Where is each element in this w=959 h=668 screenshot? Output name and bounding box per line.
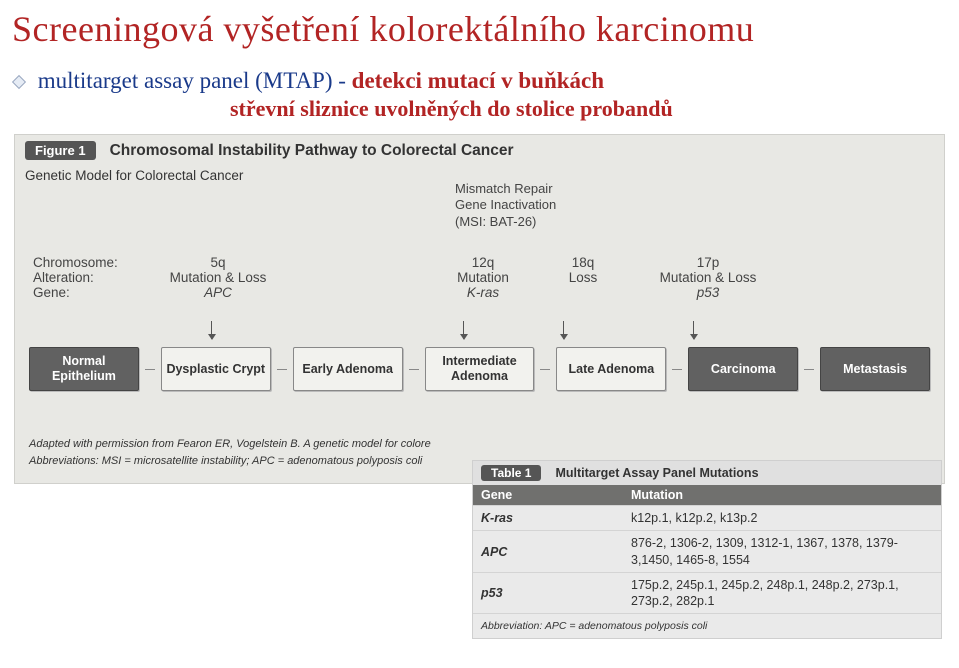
chrom-0: 5q <box>143 255 293 270</box>
gene-0: APC <box>143 285 293 300</box>
stage-5: Carcinoma <box>688 347 798 391</box>
connector-icon <box>277 369 287 370</box>
subtitle-detail: detekci mutací v buňkách <box>352 68 604 93</box>
bullet-icon <box>12 75 26 89</box>
connector-icon <box>804 369 814 370</box>
chrom-label: Chromosome: <box>33 255 143 270</box>
chrom-3: 17p <box>633 255 783 270</box>
col-mutation: Mutation <box>631 488 933 502</box>
table-tag: Table 1 <box>481 465 541 481</box>
subtitle-line1: multitarget assay panel (MTAP) - detekci… <box>0 50 959 94</box>
stage-boxes: Normal Epithelium Dysplastic Crypt Early… <box>29 347 930 391</box>
footnote-2: Abbreviations: MSI = microsatellite inst… <box>29 453 431 470</box>
stage-6: Metastasis <box>820 347 930 391</box>
stage-4: Late Adenoma <box>556 347 666 391</box>
mmr-l1: Mismatch Repair <box>455 181 556 197</box>
col-gene: Gene <box>481 488 631 502</box>
figure-1: Figure 1 Chromosomal Instability Pathway… <box>14 134 945 484</box>
alt-0: Mutation & Loss <box>143 270 293 285</box>
cell-mut: k12p.1, k12p.2, k13p.2 <box>631 510 933 526</box>
subtitle-lead: multitarget assay panel (MTAP) - <box>38 68 352 93</box>
table-row: p53 175p.2, 245p.1, 245p.2, 248p.1, 248p… <box>473 572 941 614</box>
gene-2 <box>533 285 633 300</box>
cell-mut: 876-2, 1306-2, 1309, 1312-1, 1367, 1378,… <box>631 535 933 568</box>
stage-1: Dysplastic Crypt <box>161 347 271 391</box>
gene-label: Gene: <box>33 285 143 300</box>
table-row: K-ras k12p.1, k12p.2, k13p.2 <box>473 505 941 530</box>
subtitle-line2: střevní sliznice uvolněných do stolice p… <box>0 96 959 122</box>
connector-icon <box>145 369 155 370</box>
table-abbr: Abbreviation: APC = adenomatous polyposi… <box>473 613 941 638</box>
table-row: APC 876-2, 1306-2, 1309, 1312-1, 1367, 1… <box>473 530 941 572</box>
stage-2: Early Adenoma <box>293 347 403 391</box>
mmr-l3: (MSI: BAT-26) <box>455 214 556 230</box>
connector-icon <box>409 369 419 370</box>
stage-3: Intermediate Adenoma <box>425 347 535 391</box>
alt-label: Alteration: <box>33 270 143 285</box>
stage-0: Normal Epithelium <box>29 347 139 391</box>
chrom-2: 18q <box>533 255 633 270</box>
figure-title: Chromosomal Instability Pathway to Color… <box>110 142 514 160</box>
figure-footnotes: Adapted with permission from Fearon ER, … <box>29 436 431 469</box>
arrow-icon <box>693 321 694 339</box>
arrow-icon <box>211 321 212 339</box>
gene-3: p53 <box>633 285 783 300</box>
chrom-1: 12q <box>433 255 533 270</box>
table-title: Multitarget Assay Panel Mutations <box>555 466 758 480</box>
arrows <box>33 321 926 345</box>
table-1: Table 1 Multitarget Assay Panel Mutation… <box>472 460 942 639</box>
cell-mut: 175p.2, 245p.1, 245p.2, 248p.1, 248p.2, … <box>631 577 933 610</box>
connector-icon <box>672 369 682 370</box>
alt-1: Mutation <box>433 270 533 285</box>
alt-3: Mutation & Loss <box>633 270 783 285</box>
cell-gene: APC <box>481 545 631 559</box>
figure-tag: Figure 1 <box>25 141 96 160</box>
gene-1: K-ras <box>433 285 533 300</box>
connector-icon <box>540 369 550 370</box>
page-title: Screeningová vyšetření kolorektálního ka… <box>0 0 959 50</box>
footnote-1: Adapted with permission from Fearon ER, … <box>29 436 431 453</box>
cell-gene: K-ras <box>481 511 631 525</box>
chrom-table: Chromosome: 5q 12q 18q 17p Alteration: M… <box>33 255 926 300</box>
alt-2: Loss <box>533 270 633 285</box>
mmr-l2: Gene Inactivation <box>455 197 556 213</box>
cell-gene: p53 <box>481 586 631 600</box>
mmr-block: Mismatch Repair Gene Inactivation (MSI: … <box>455 181 556 230</box>
arrow-icon <box>563 321 564 339</box>
arrow-icon <box>463 321 464 339</box>
